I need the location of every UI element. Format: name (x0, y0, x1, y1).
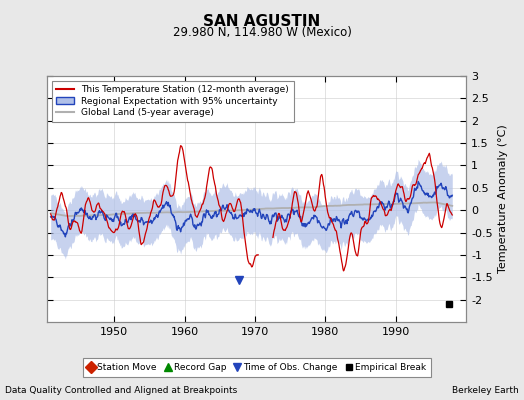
Legend: Station Move, Record Gap, Time of Obs. Change, Empirical Break: Station Move, Record Gap, Time of Obs. C… (83, 358, 431, 376)
Text: 29.980 N, 114.980 W (Mexico): 29.980 N, 114.980 W (Mexico) (172, 26, 352, 39)
Y-axis label: Temperature Anomaly (°C): Temperature Anomaly (°C) (498, 125, 508, 273)
Text: Berkeley Earth: Berkeley Earth (452, 386, 519, 395)
Text: Data Quality Controlled and Aligned at Breakpoints: Data Quality Controlled and Aligned at B… (5, 386, 237, 395)
Text: SAN AGUSTIN: SAN AGUSTIN (203, 14, 321, 29)
